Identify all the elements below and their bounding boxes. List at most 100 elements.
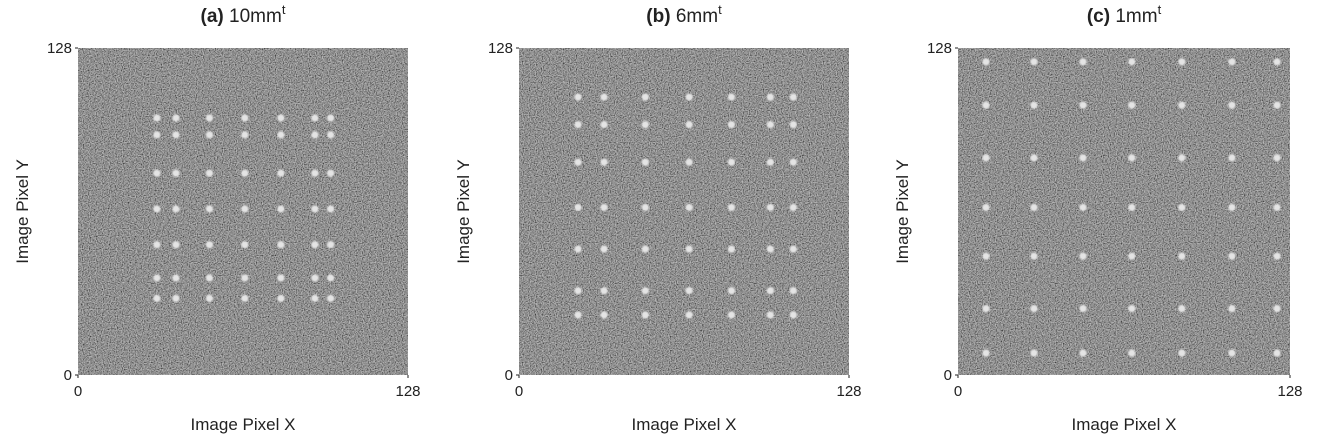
spot bbox=[1273, 58, 1281, 66]
spot bbox=[789, 203, 797, 212]
spot bbox=[1178, 304, 1186, 313]
spot bbox=[641, 93, 649, 101]
spot bbox=[153, 274, 161, 282]
panel: (c) 1mmt 0 128 0 128 Image Pixel X Image Pixel… bbox=[893, 2, 1303, 434]
spot bbox=[153, 114, 161, 122]
spot bbox=[1228, 58, 1236, 66]
x-axis-label: Image Pixel X bbox=[191, 415, 296, 434]
title-superscript: t bbox=[282, 2, 286, 17]
spot bbox=[1178, 252, 1186, 260]
spot bbox=[1030, 203, 1038, 212]
spot bbox=[172, 274, 180, 282]
spot bbox=[727, 245, 736, 253]
spot bbox=[685, 93, 693, 101]
y-tick-label: 128 bbox=[47, 40, 72, 57]
spot bbox=[766, 287, 774, 295]
spot bbox=[153, 241, 161, 249]
spot bbox=[574, 245, 582, 253]
spot bbox=[1079, 203, 1087, 212]
spot bbox=[277, 241, 285, 249]
spot bbox=[641, 287, 649, 295]
x-axis-label: Image Pixel X bbox=[1072, 415, 1177, 434]
spot bbox=[311, 169, 319, 177]
x-tick-label: 0 bbox=[515, 383, 523, 400]
spot bbox=[766, 93, 774, 101]
spot bbox=[241, 294, 249, 302]
spot bbox=[685, 287, 693, 295]
spot bbox=[172, 294, 180, 302]
spot bbox=[1079, 252, 1087, 260]
spot bbox=[241, 241, 249, 249]
spot bbox=[600, 245, 608, 253]
title-label: (a) bbox=[201, 6, 224, 27]
spot bbox=[982, 154, 990, 162]
spot bbox=[327, 169, 335, 177]
spot bbox=[600, 287, 608, 295]
spot bbox=[982, 349, 990, 357]
spot bbox=[1178, 349, 1186, 357]
panel: (b) 6mmt 0 128 0 128 Image Pixel X Image Pixel… bbox=[454, 2, 862, 434]
spot bbox=[311, 294, 319, 302]
y-tick-label: 128 bbox=[488, 40, 513, 57]
spot bbox=[1273, 349, 1281, 357]
y-axis-label: Image Pixel Y bbox=[893, 159, 912, 264]
spot bbox=[641, 245, 649, 253]
spot bbox=[727, 287, 736, 295]
spot bbox=[727, 158, 736, 166]
spot bbox=[205, 114, 214, 122]
spot bbox=[205, 294, 214, 302]
spot bbox=[241, 169, 249, 177]
spot bbox=[574, 311, 582, 319]
title-label: (c) bbox=[1087, 6, 1110, 27]
spot bbox=[789, 311, 797, 319]
spot bbox=[205, 131, 214, 139]
spot bbox=[982, 304, 990, 313]
y-tick-label: 128 bbox=[927, 40, 952, 57]
y-tick-label: 0 bbox=[64, 367, 72, 384]
spot bbox=[1079, 58, 1087, 66]
spot bbox=[766, 245, 774, 253]
spot bbox=[277, 131, 285, 139]
spot bbox=[766, 311, 774, 319]
y-axis-label: Image Pixel Y bbox=[13, 159, 32, 264]
spot bbox=[241, 274, 249, 282]
spot bbox=[153, 131, 161, 139]
spot bbox=[1273, 101, 1281, 109]
spot bbox=[766, 121, 774, 129]
spot bbox=[1228, 101, 1236, 109]
spot bbox=[153, 169, 161, 177]
spot bbox=[600, 203, 608, 212]
spot bbox=[641, 121, 649, 129]
spot bbox=[600, 311, 608, 319]
title-text: 1mm bbox=[1115, 6, 1157, 27]
spot bbox=[311, 274, 319, 282]
spot bbox=[789, 287, 797, 295]
spot bbox=[1228, 154, 1236, 162]
spot bbox=[1128, 304, 1136, 313]
spot bbox=[727, 203, 736, 212]
spot bbox=[1128, 101, 1136, 109]
spot bbox=[1079, 349, 1087, 357]
spot bbox=[727, 93, 736, 101]
spot bbox=[327, 241, 335, 249]
spot bbox=[789, 158, 797, 166]
spot bbox=[600, 93, 608, 101]
spot bbox=[172, 169, 180, 177]
x-tick-label: 0 bbox=[74, 383, 82, 400]
spot bbox=[685, 311, 693, 319]
title-superscript: t bbox=[718, 2, 722, 17]
spot bbox=[1228, 304, 1236, 313]
title-text: 10mm bbox=[229, 6, 282, 27]
spot bbox=[153, 294, 161, 302]
spot bbox=[1273, 203, 1281, 212]
spot bbox=[311, 205, 319, 213]
spot bbox=[1030, 304, 1038, 313]
spot bbox=[172, 241, 180, 249]
x-tick-label: 128 bbox=[395, 383, 420, 400]
x-tick-label: 128 bbox=[836, 383, 861, 400]
spot bbox=[1273, 304, 1281, 313]
spot bbox=[600, 121, 608, 129]
spot bbox=[1178, 58, 1186, 66]
spot bbox=[685, 203, 693, 212]
